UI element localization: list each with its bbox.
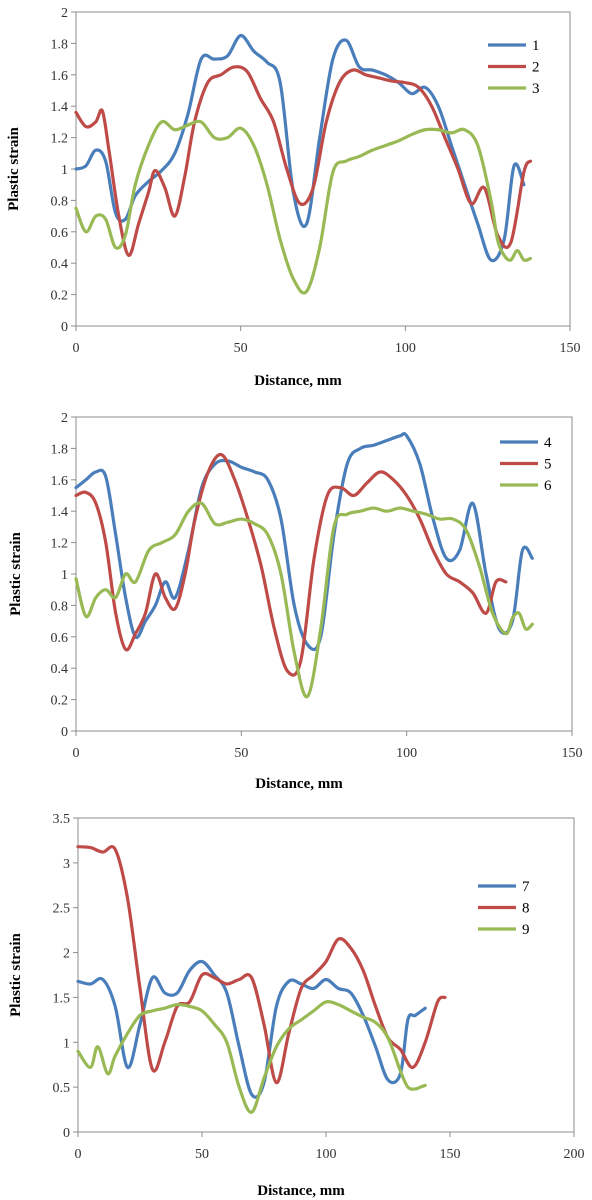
legend-label: 9 — [522, 922, 530, 938]
series-line-2 — [74, 65, 533, 257]
legend-label: 3 — [532, 81, 540, 97]
x-axis-title: Distance, mm — [254, 373, 342, 389]
y-tick-label: 0 — [63, 1126, 70, 1141]
y-tick-label: 1.2 — [51, 132, 69, 147]
y-tick-label: 0.8 — [51, 599, 69, 614]
x-tick-label: 100 — [395, 341, 416, 356]
x-tick-label: 0 — [75, 1147, 82, 1162]
y-axis-title: Plastic strain — [8, 932, 24, 1016]
x-tick-label: 150 — [562, 746, 583, 761]
y-tick-label: 0.6 — [51, 631, 69, 646]
legend-label: 6 — [544, 478, 552, 494]
y-tick-label: 1.8 — [51, 37, 69, 52]
chart-2: 0 0.2 0.4 0.6 0.8 1 1.2 1.4 1.6 1.8 2 0 50 100 150 Dist… — [8, 411, 583, 792]
plot-area-frame — [77, 817, 575, 1133]
y-tick-label: 1.2 — [51, 537, 69, 552]
x-tick-label: 50 — [234, 341, 248, 356]
chart-3: 0 0.5 1 1.5 2 2.5 3 3.5 0 50 100 150 200 Distance, mm… — [8, 812, 585, 1199]
legend-label: 4 — [544, 435, 552, 451]
x-tick-label: 150 — [440, 1147, 461, 1162]
x-tick-label: 50 — [234, 746, 248, 761]
y-tick-label: 0.2 — [51, 289, 69, 304]
y-tick-label: 2 — [61, 6, 68, 21]
y-axis-title: Plastic strain — [6, 126, 22, 210]
series-line-4 — [74, 432, 534, 652]
y-tick-label: 1.4 — [51, 100, 69, 115]
x-tick-label: 100 — [316, 1147, 337, 1162]
y-tick-label: 1.8 — [51, 442, 69, 457]
legend-label: 5 — [544, 457, 552, 473]
y-tick-label: 1.6 — [51, 474, 69, 489]
y-tick-label: 0 — [61, 320, 68, 335]
x-tick-label: 100 — [396, 746, 417, 761]
y-tick-label: 0.2 — [51, 694, 69, 709]
series-line-9 — [76, 1000, 427, 1114]
y-tick-label: 1 — [61, 163, 68, 178]
y-tick-label: 3 — [63, 857, 70, 872]
y-tick-label: 0.5 — [53, 1081, 71, 1096]
y-tick-label: 0.8 — [51, 194, 69, 209]
y-tick-label: 0.6 — [51, 226, 69, 241]
x-tick-label: 200 — [564, 1147, 585, 1162]
y-tick-label: 1 — [63, 1036, 70, 1051]
legend-label: 8 — [522, 901, 530, 917]
legend-label: 7 — [522, 879, 530, 895]
y-tick-label: 2 — [61, 411, 68, 426]
plot-area-frame — [75, 11, 571, 327]
legend-label: 2 — [532, 60, 540, 76]
y-tick-label: 1.4 — [51, 505, 69, 520]
series-line-3 — [74, 119, 533, 295]
y-tick-label: 1.5 — [53, 991, 71, 1006]
y-tick-label: 3.5 — [53, 812, 71, 827]
y-tick-label: 1.6 — [51, 69, 69, 84]
x-tick-label: 0 — [73, 746, 80, 761]
series-line-8 — [76, 845, 447, 1085]
y-tick-label: 1 — [61, 568, 68, 583]
x-tick-label: 150 — [560, 341, 581, 356]
series-line-1 — [74, 33, 526, 263]
legend-label: 1 — [532, 38, 540, 54]
x-axis-title: Distance, mm — [255, 776, 343, 792]
y-tick-label: 2 — [63, 947, 70, 962]
y-axis-title: Plastic strain — [8, 531, 24, 615]
plot-area-frame — [75, 416, 573, 732]
y-tick-label: 2.5 — [53, 902, 71, 917]
x-tick-label: 50 — [195, 1147, 209, 1162]
y-tick-label: 0.4 — [51, 662, 69, 677]
x-axis-title: Distance, mm — [257, 1183, 345, 1199]
chart-1: 0 0.2 0.4 0.6 0.8 1 1.2 1.4 1.6 1.8 2 0 50 100 150 Dist… — [6, 6, 581, 389]
series-line-5 — [74, 453, 508, 677]
series-line-6 — [74, 501, 534, 699]
y-tick-label: 0 — [61, 725, 68, 740]
y-tick-label: 0.4 — [51, 257, 69, 272]
x-tick-label: 0 — [73, 341, 80, 356]
